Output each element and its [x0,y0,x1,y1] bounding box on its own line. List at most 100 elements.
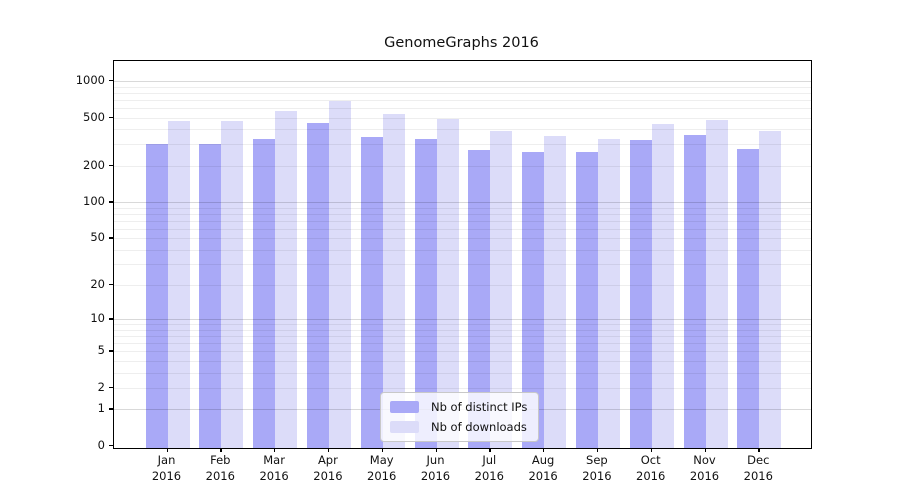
x-axis-tick-label-jul: Jul 2016 [474,453,504,483]
bar-nb-of-downloads-aug [544,136,567,448]
y-axis-tick-mark [109,237,113,239]
legend-label-distinct-ips: Nb of distinct IPs [431,400,528,414]
legend: Nb of distinct IPs Nb of downloads [380,392,540,442]
gridline-minor [114,99,811,101]
x-axis-tick-label-oct: Oct 2016 [636,453,666,483]
bar-nb-of-distinct-ips-feb [199,144,222,448]
bar-nb-of-downloads-sep [597,139,620,448]
y-axis-tick-label: 50 [90,230,105,245]
gridline-minor [114,324,811,326]
x-axis-tick-label-dec: Dec 2016 [743,453,773,483]
gridline-minor [114,351,811,353]
y-axis-tick-mark [109,201,113,203]
bar-nb-of-distinct-ips-aug [522,151,545,448]
y-axis-tick-label: 2 [97,379,105,394]
x-axis-tick-label-nov: Nov 2016 [689,453,720,483]
gridline-minor [114,228,811,230]
y-axis-tick-label: 500 [83,109,105,124]
gridline-minor [114,107,811,109]
bar-nb-of-distinct-ips-may [360,137,383,448]
x-axis-tick-mark [327,448,330,452]
bar-nb-of-distinct-ips-dec [737,149,760,448]
gridline-minor [114,207,811,209]
legend-row-downloads: Nb of downloads [390,420,527,434]
y-axis-tick-label: 20 [90,277,105,292]
legend-swatch-distinct-ips [390,401,419,413]
x-axis-tick-mark [274,448,276,452]
gridline-minor [114,329,811,331]
y-axis-tick-mark [109,318,113,320]
y-axis-tick-label: 10 [90,311,105,326]
y-axis-tick-mark [109,408,113,410]
x-axis-tick-label-may: May 2016 [367,453,397,483]
x-axis-tick-label-feb: Feb 2016 [205,453,235,483]
bar-nb-of-distinct-ips-oct [629,140,652,448]
x-axis-tick-mark [381,448,384,452]
bar-nb-of-downloads-mar [275,111,298,448]
y-axis-tick-label: 100 [83,194,105,209]
gridline-minor [114,213,811,215]
legend-label-downloads: Nb of downloads [431,420,527,434]
gridline-minor [114,86,811,88]
bar-nb-of-distinct-ips-jan [145,144,168,448]
x-axis-tick-mark [220,448,222,452]
x-axis-tick-label-jan: Jan 2016 [151,453,182,483]
gridline-minor [114,92,811,94]
gridline-minor [114,343,811,345]
y-axis-tick-mark [109,444,113,447]
x-axis-tick-label-aug: Aug 2016 [528,453,558,483]
gridline-minor [114,372,811,374]
x-axis-tick-label-sep: Sep 2016 [582,453,612,483]
x-axis-tick-mark [543,448,545,452]
bar-nb-of-downloads-may [382,114,405,448]
bar-nb-of-downloads-nov [705,119,728,448]
gridline-minor [114,220,811,222]
y-axis-tick-mark [109,284,113,286]
bar-nb-of-distinct-ips-nov [683,134,706,448]
x-axis-tick-mark [166,448,168,452]
bar-nb-of-distinct-ips-jun [414,138,437,448]
bar-nb-of-downloads-jun [436,119,459,448]
y-axis-tick-label: 1 [97,401,105,416]
gridline-minor [114,285,811,287]
gridline-major [114,202,811,204]
gridline-major [114,81,811,83]
gridline-minor [114,387,811,389]
bar-nb-of-downloads-apr [328,100,351,448]
bar-nb-of-distinct-ips-jul [468,150,491,448]
x-axis-tick-mark [489,448,491,452]
gridline-minor [114,264,811,266]
bar-nb-of-downloads-jan [167,120,190,448]
bar-nb-of-downloads-feb [221,120,244,448]
plot-area: Nb of distinct IPs Nb of downloads [113,60,812,449]
x-axis-tick-mark [758,448,760,452]
x-axis-tick-mark [596,448,599,452]
y-axis-tick-mark [109,386,113,389]
gridline-minor [114,117,811,119]
gridline-minor [114,129,811,131]
legend-swatch-downloads [390,421,419,433]
bar-nb-of-downloads-oct [651,124,674,448]
gridline-minor [114,144,811,146]
bar-nb-of-distinct-ips-apr [306,123,329,448]
gridline-minor [114,249,811,251]
legend-row-distinct-ips: Nb of distinct IPs [390,400,527,414]
gridline-minor [114,165,811,167]
y-axis-tick-mark [109,116,113,118]
y-axis-tick-mark [109,80,113,82]
bar-nb-of-distinct-ips-mar [253,138,276,448]
x-axis-tick-mark [650,448,653,452]
y-axis-tick-mark [109,350,113,352]
x-axis-tick-label-jun: Jun 2016 [420,453,451,483]
x-axis-tick-label-mar: Mar 2016 [259,453,289,483]
y-axis-tick-label: 1000 [75,73,105,88]
y-axis-tick-mark [109,164,113,167]
x-axis-tick-label-apr: Apr 2016 [313,453,343,483]
y-axis-tick-label: 5 [97,343,105,358]
x-axis-tick-mark [704,448,706,452]
y-axis-tick-label: 200 [83,157,105,172]
bar-nb-of-downloads-dec [759,130,782,448]
gridline-minor [114,336,811,337]
gridline-minor [114,360,811,362]
